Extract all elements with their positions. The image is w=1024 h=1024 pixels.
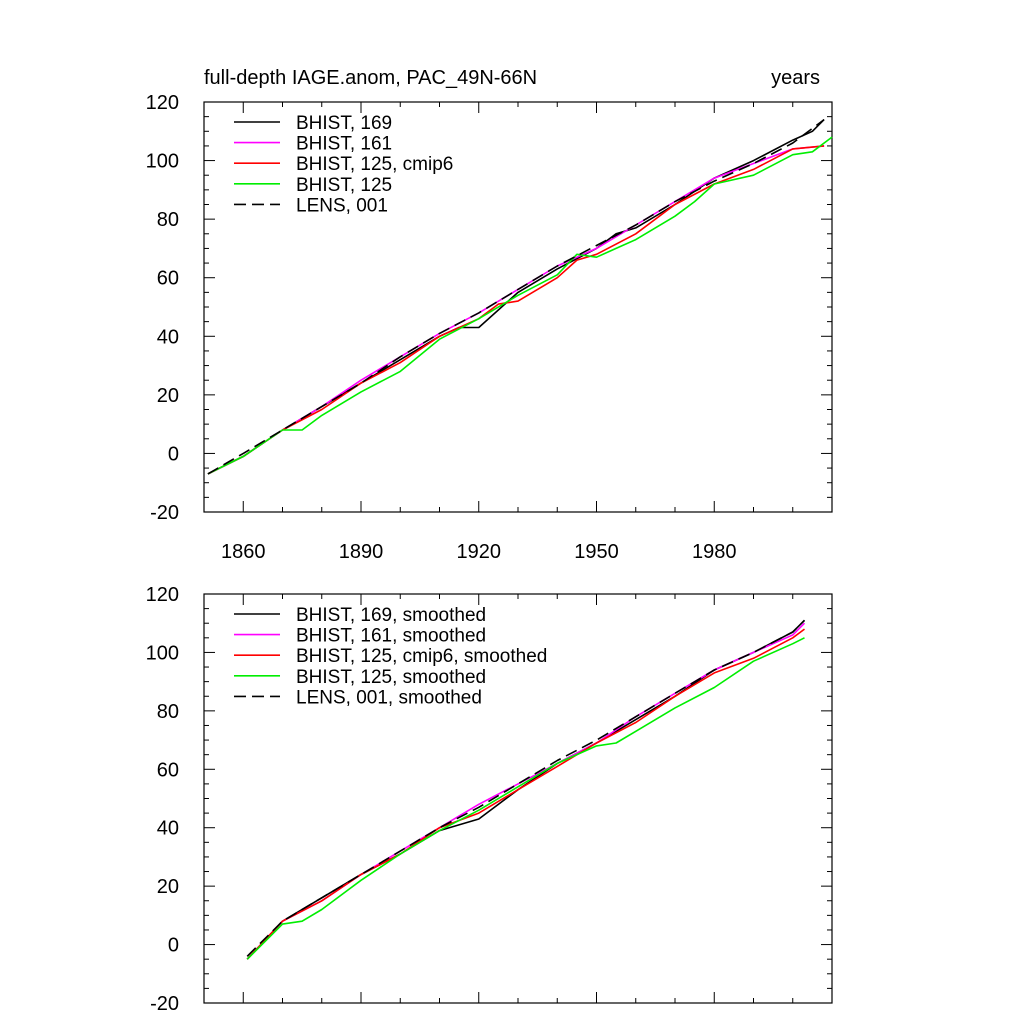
- title-left: full-depth IAGE.anom, PAC_49N-66N: [204, 67, 537, 89]
- y-tick-label: 120: [146, 584, 179, 606]
- legend-label-2: BHIST, 161, smoothed: [296, 626, 486, 647]
- y-tick-label: 0: [168, 935, 179, 957]
- y-tick-label: 20: [157, 385, 179, 407]
- x-tick-label: 1920: [457, 541, 502, 563]
- series-line-5: [207, 118, 825, 475]
- x-tick-label: 1950: [574, 541, 619, 563]
- series-line-4: [207, 136, 833, 475]
- title-right: years: [771, 67, 820, 89]
- y-tick-label: 20: [157, 876, 179, 898]
- y-tick-label: 120: [146, 92, 179, 114]
- legend-label-1: BHIST, 169: [296, 113, 392, 134]
- legend-label-4: BHIST, 125: [296, 175, 392, 196]
- legend-label-3: BHIST, 125, cmip6, smoothed: [296, 646, 547, 667]
- y-tick-label: 40: [157, 326, 179, 348]
- x-tick-label: 1860: [221, 541, 266, 563]
- y-tick-label: 60: [157, 268, 179, 290]
- y-tick-label: -20: [150, 502, 179, 524]
- legend-label-5: LENS, 001: [296, 195, 388, 216]
- y-tick-label: 0: [168, 443, 179, 465]
- legend-label-2: BHIST, 161: [296, 134, 392, 155]
- top-panel: -20 0 20 40 60 80 100 120 1860 1890 1920 1950 1980 BH…: [146, 92, 833, 563]
- x-tick-label: 1890: [339, 541, 384, 563]
- x-tick-label: 1980: [692, 541, 737, 563]
- legend-label-5: LENS, 001, smoothed: [296, 687, 482, 708]
- y-tick-label: 100: [146, 151, 179, 173]
- y-tick-label: 60: [157, 759, 179, 781]
- legend-label-4: BHIST, 125, smoothed: [296, 667, 486, 688]
- y-tick-label: 80: [157, 209, 179, 231]
- y-tick-label: 40: [157, 818, 179, 840]
- legend-label-3: BHIST, 125, cmip6: [296, 154, 453, 175]
- series-line-4: [246, 637, 805, 960]
- series-line-3: [246, 628, 805, 960]
- y-tick-label: -20: [150, 993, 179, 1015]
- y-tick-label: 100: [146, 642, 179, 664]
- y-tick-label: 80: [157, 701, 179, 723]
- series-line-5: [246, 619, 806, 957]
- legend-label-1: BHIST, 169, smoothed: [296, 605, 486, 626]
